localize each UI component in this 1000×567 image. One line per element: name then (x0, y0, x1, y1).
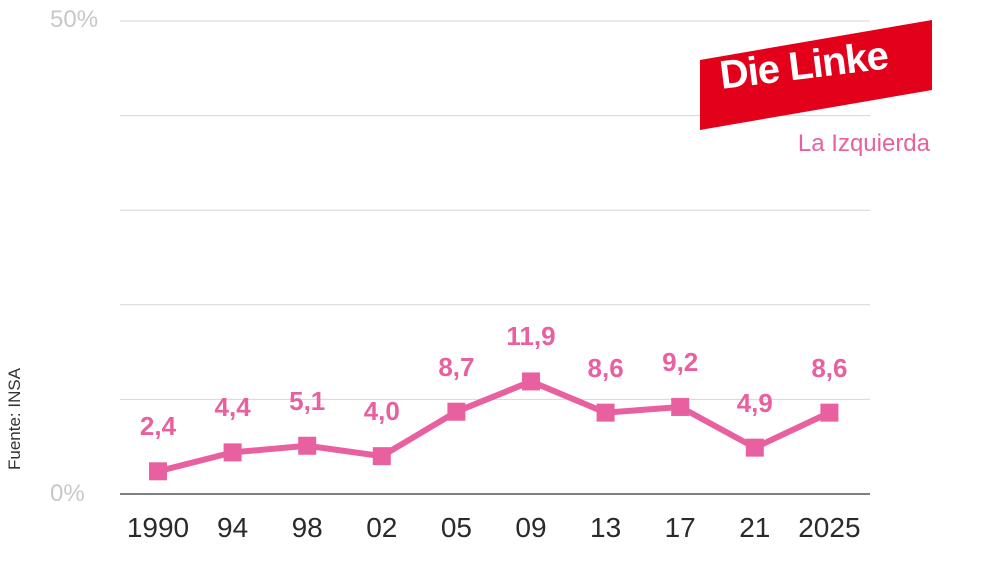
data-point-marker (447, 402, 466, 421)
subtitle: La Izquierda (797, 130, 930, 157)
x-tick-label: 02 (366, 512, 398, 543)
x-tick-label: 09 (515, 512, 547, 543)
data-label: 11,9 (506, 321, 556, 352)
logo-banner (700, 20, 932, 130)
data-label: 8,6 (811, 352, 848, 383)
x-tick-label: 05 (440, 512, 472, 543)
x-tick-label: 2025 (798, 512, 861, 543)
data-label: 4,4 (214, 392, 251, 423)
data-point-marker (372, 447, 391, 466)
series-line (157, 378, 831, 475)
data-label: 2,4 (139, 411, 177, 442)
x-tick-label: 1990 (126, 512, 190, 543)
series-markers (149, 372, 839, 481)
y-tick-min: 0% (50, 480, 85, 507)
data-label: 5,1 (289, 385, 326, 416)
data-point-marker (522, 372, 540, 391)
gridlines (120, 20, 870, 495)
data-point-marker (820, 403, 839, 422)
x-tick-label: 98 (291, 512, 323, 543)
data-point-marker (596, 403, 615, 422)
x-tick-label: 13 (590, 512, 622, 543)
y-tick-max: 50% (50, 6, 99, 33)
x-tick-label: 94 (217, 512, 249, 543)
x-tick-label: 17 (664, 512, 696, 543)
party-logo: Die Linke (700, 18, 935, 133)
x-tick-label: 21 (739, 512, 771, 543)
data-point-marker (298, 436, 317, 455)
data-label: 8,7 (438, 351, 475, 382)
data-label: 4,0 (363, 396, 400, 427)
data-label: 8,6 (587, 352, 624, 383)
data-point-marker (745, 438, 764, 457)
source-note: Fuente: INSA (5, 367, 24, 470)
data-label: 9,2 (662, 346, 699, 377)
data-label: 4,9 (736, 387, 773, 418)
data-point-marker (671, 397, 690, 416)
data-point-marker (149, 462, 167, 481)
data-point-marker (223, 443, 242, 462)
